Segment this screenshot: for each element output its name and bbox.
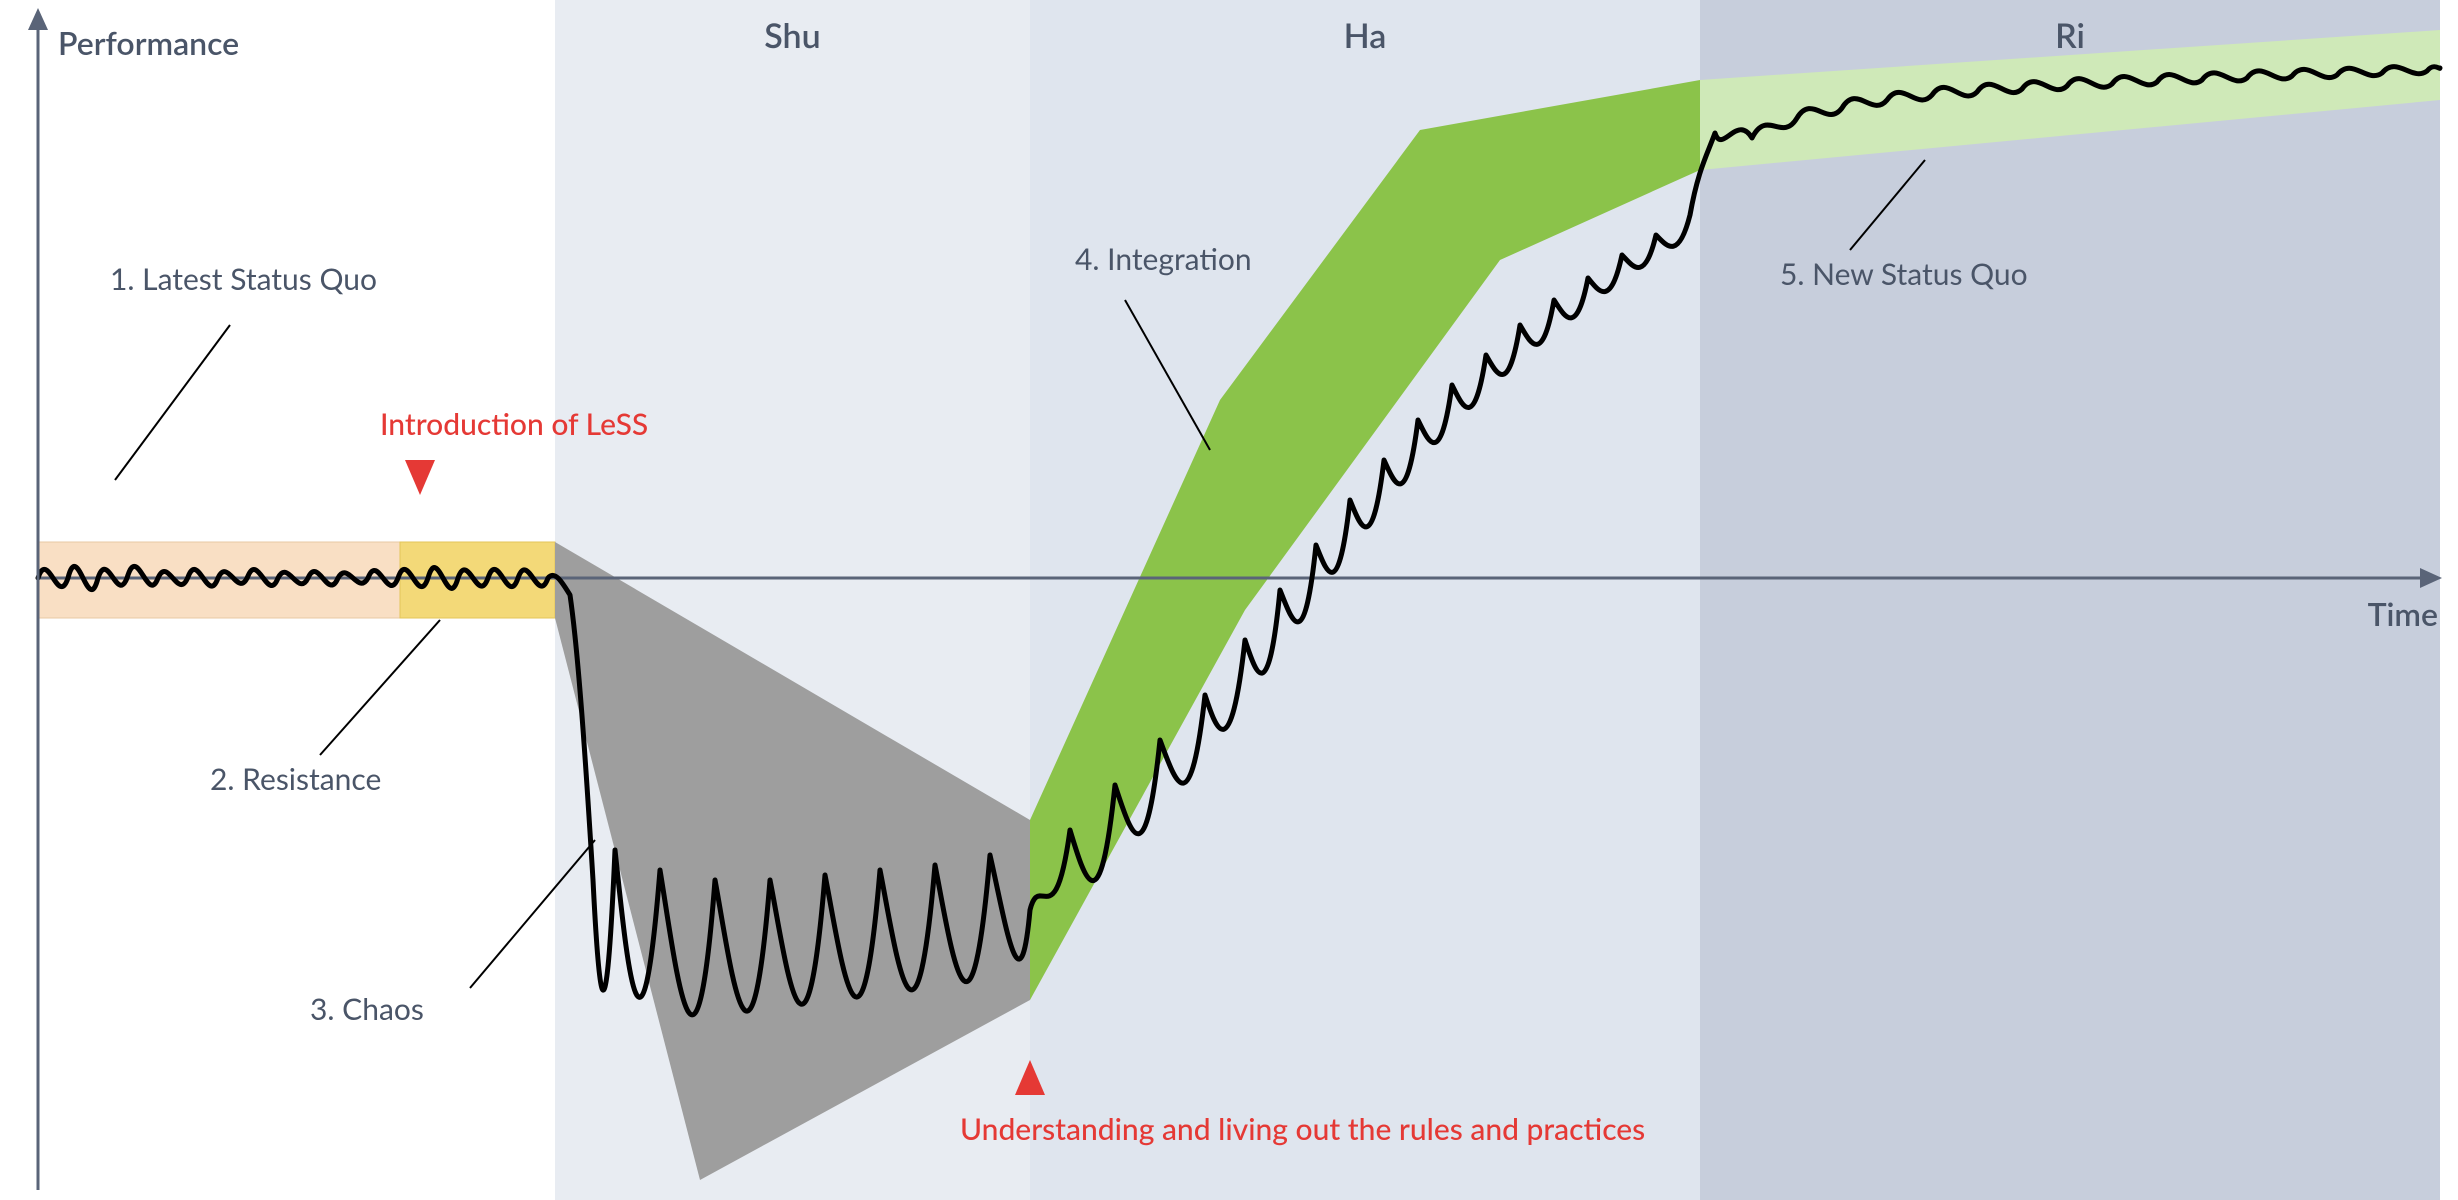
stage-label-5: 5. New Status Quo (1780, 256, 2028, 292)
stage-label-2: 2. Resistance (210, 761, 381, 797)
satir-change-diagram: Shu Ha Ri Performance Time 1. Latest Statu… (0, 0, 2458, 1200)
chart-svg: Shu Ha Ri Performance Time 1. Latest Statu… (0, 0, 2458, 1200)
phase-header-ha: Ha (1344, 15, 1387, 56)
stage-label-3: 3. Chaos (310, 991, 424, 1027)
phase-bg-ri (1700, 0, 2440, 1200)
leader-line-stage-2 (320, 620, 440, 755)
stage-label-1: 1. Latest Status Quo (110, 261, 377, 297)
triangle-marker-icon (405, 460, 435, 495)
y-axis-label: Performance (58, 23, 239, 62)
phase-header-ri: Ri (2055, 15, 2085, 56)
stage-label-4: 4. Integration (1075, 241, 1252, 277)
callout-intro-less: Introduction of LeSS (380, 406, 648, 442)
callout-understanding: Understanding and living out the rules a… (960, 1111, 1645, 1147)
y-axis-arrowhead-icon (28, 8, 48, 30)
phase-header-shu: Shu (764, 15, 820, 56)
leader-line-stage-1 (115, 325, 230, 480)
x-axis-label: Time (2368, 594, 2438, 633)
